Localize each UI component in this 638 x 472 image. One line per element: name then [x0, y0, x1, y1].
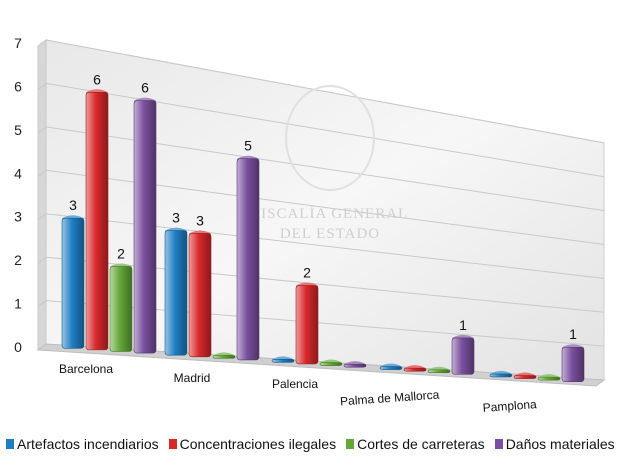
- legend-label: Daños materiales: [505, 436, 615, 452]
- data-label: 1: [459, 317, 467, 333]
- y-tick-label: 4: [14, 165, 22, 181]
- category-label: Palencia: [272, 377, 318, 391]
- gridline-side: [37, 126, 47, 134]
- bar: [164, 230, 188, 356]
- legend-item: Artefactos incendiarios: [6, 436, 159, 452]
- gridline-side: [37, 169, 47, 177]
- category-label: Barcelona: [59, 362, 113, 376]
- y-tick-label: 7: [14, 35, 22, 51]
- bar: [61, 217, 85, 349]
- category-label: Palma de Mallorca: [340, 388, 440, 409]
- bar: [451, 337, 475, 375]
- legend-swatch: [346, 439, 355, 449]
- data-label: 3: [69, 197, 77, 213]
- bar: [379, 366, 403, 370]
- bar: [537, 376, 561, 381]
- y-tick-label: 5: [14, 122, 22, 138]
- data-label: 6: [93, 71, 101, 87]
- watermark-seal: [285, 85, 375, 191]
- chart-legend: Artefactos incendiarios Concentraciones i…: [6, 436, 615, 452]
- y-tick-label: 6: [14, 78, 22, 94]
- bar: [403, 367, 427, 372]
- bar: [513, 375, 537, 379]
- legend-swatch: [6, 439, 14, 449]
- gridline-side: [37, 213, 47, 221]
- bar: [188, 233, 212, 358]
- bar: [319, 362, 343, 366]
- category-label: Madrid: [174, 371, 211, 385]
- category-label: Pamplona: [482, 397, 537, 415]
- legend-swatch: [168, 439, 177, 449]
- legend-label: Concentraciones ilegales: [179, 436, 337, 452]
- gridline-side: [37, 83, 47, 90]
- y-tick-label: 0: [14, 339, 22, 355]
- gridline: [45, 39, 605, 144]
- legend-item: Daños materiales: [494, 436, 615, 452]
- bar: [561, 346, 585, 383]
- bar: [212, 355, 236, 359]
- data-label: 3: [196, 212, 204, 228]
- y-tick-label: 1: [14, 296, 22, 312]
- bar: [343, 363, 367, 368]
- y-tick-label: 2: [14, 252, 22, 268]
- bar: [295, 285, 319, 365]
- data-label: 6: [141, 80, 149, 96]
- data-label: 5: [244, 138, 252, 154]
- y-tick-label: 3: [14, 209, 22, 225]
- bar: [109, 266, 133, 352]
- gridline-side: [37, 300, 47, 307]
- watermark-text: DEL ESTADO: [280, 226, 380, 242]
- legend-item: Concentraciones ilegales: [168, 436, 337, 452]
- bar: [133, 100, 157, 354]
- gridline-side: [37, 256, 47, 264]
- data-label: 1: [569, 326, 577, 342]
- legend-label: Cortes de carreteras: [357, 436, 485, 452]
- bar: [271, 359, 295, 363]
- bar: [85, 91, 109, 351]
- bar: [427, 369, 451, 374]
- legend-item: Cortes de carreteras: [346, 436, 485, 452]
- watermark-text: FISCALÍA GENERAL: [252, 205, 408, 222]
- gridline-side: [37, 39, 47, 47]
- data-label: 3: [172, 210, 180, 226]
- bar: [236, 158, 260, 361]
- data-label: 2: [303, 265, 311, 281]
- legend-label: Artefactos incendiarios: [17, 436, 159, 452]
- bar: [489, 373, 513, 378]
- data-label: 2: [117, 245, 125, 261]
- legend-swatch: [494, 439, 503, 449]
